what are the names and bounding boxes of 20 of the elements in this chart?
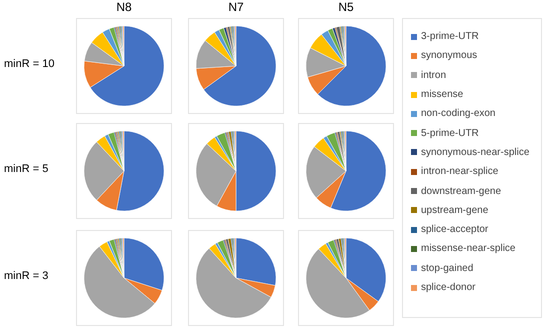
chart-title: N8 [115,0,133,14]
chart-title: N5 [337,0,355,14]
text: minR = 5 [4,163,50,175]
legend-label: stop-gained [421,262,474,274]
legend-label: missense [421,89,464,100]
legend-label: 3-prime-UTR [421,31,479,42]
legend-label: downstream-gene [421,186,502,197]
legend-label: upstream-gene [421,204,488,216]
chart-title: N7 [227,0,245,14]
legend-label: splice-donor [421,282,476,293]
legend-label: 5-prime-UTR [421,128,479,139]
text: minR = 3 [4,270,50,282]
legend-label: missense-near-splice [421,243,516,254]
legend-label: synonymous [421,50,478,62]
legend-label: intron [421,70,446,81]
text: minR = 10 [4,58,56,70]
legend-label: non-coding-exon [421,108,496,120]
legend-label: intron-near-splice [421,166,498,178]
legend-label: splice-acceptor [421,224,488,236]
legend-label: synonymous-near-splice [421,146,530,158]
